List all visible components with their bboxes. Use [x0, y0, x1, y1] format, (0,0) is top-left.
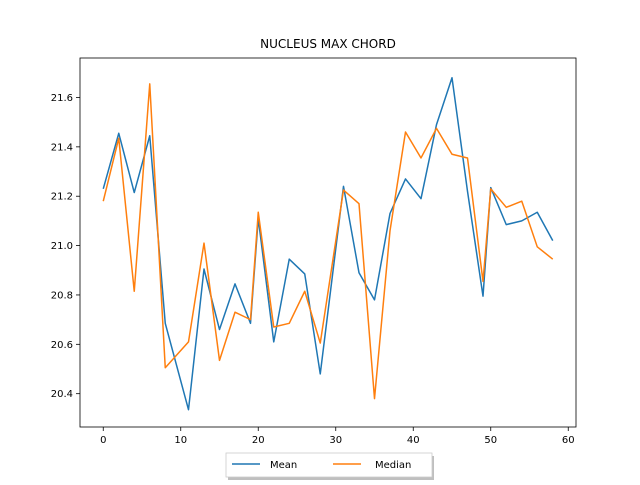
legend-median-label: Median — [375, 460, 411, 471]
x-tick-label: 30 — [329, 435, 342, 446]
y-tick-label: 21.2 — [51, 192, 73, 203]
legend: Mean Median — [225, 452, 434, 480]
chart-title: NUCLEUS MAX CHORD — [260, 37, 396, 51]
y-tick-label: 20.6 — [51, 340, 73, 351]
y-tick-label: 20.4 — [51, 389, 73, 400]
series-line-mean — [102, 77, 554, 411]
legend-box — [225, 452, 433, 478]
x-tick-label: 60 — [562, 435, 575, 446]
y-axis: 20.4 20.6 20.8 21.0 21.2 21.4 21.6 — [51, 93, 80, 400]
series-line-median — [102, 83, 554, 400]
x-tick-label: 0 — [100, 435, 106, 446]
x-tick-label: 20 — [252, 435, 265, 446]
x-axis: 0 10 20 30 40 50 60 — [100, 427, 575, 446]
x-tick-label: 10 — [174, 435, 187, 446]
x-tick-label: 50 — [484, 435, 497, 446]
y-tick-label: 21.6 — [51, 93, 73, 104]
y-tick-label: 21.4 — [51, 142, 73, 153]
series-layer — [102, 77, 554, 411]
y-tick-label: 20.8 — [51, 290, 73, 301]
x-tick-label: 40 — [407, 435, 420, 446]
plot-area-frame — [79, 57, 577, 428]
legend-mean-label: Mean — [270, 460, 297, 471]
y-tick-label: 21.0 — [51, 241, 73, 252]
